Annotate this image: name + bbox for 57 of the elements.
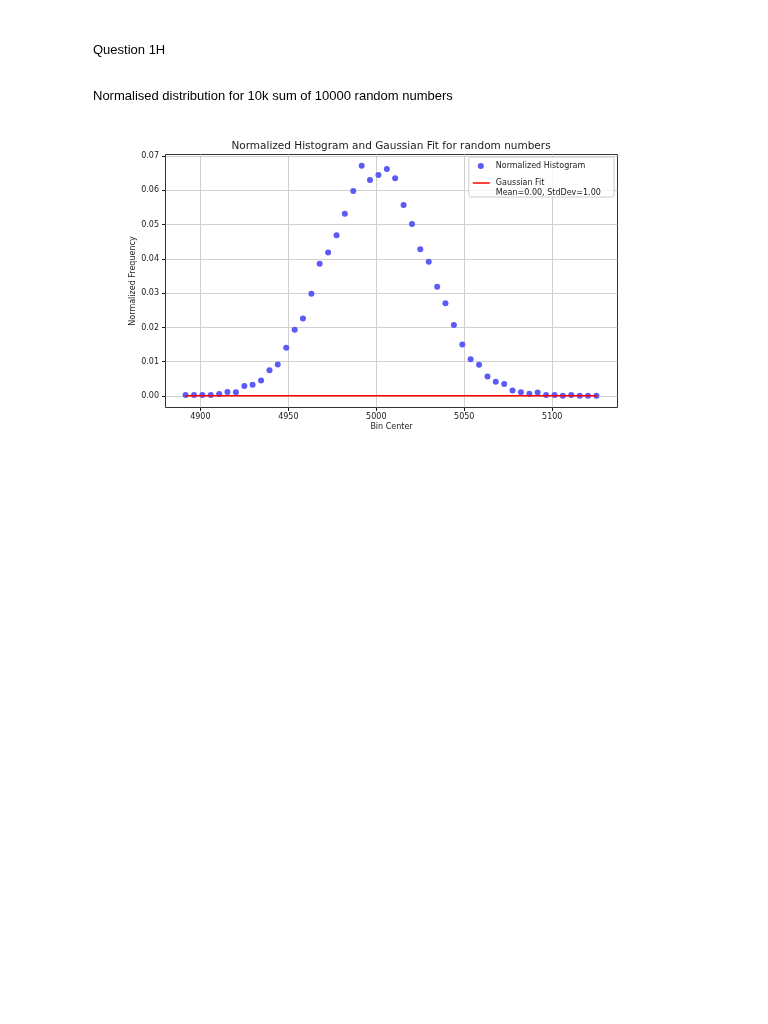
x-tick-label: 5100 — [542, 412, 563, 421]
point — [241, 383, 248, 390]
legend-label: Gaussian Fit Mean=0.00, StdDev=1.00 — [495, 178, 601, 197]
point — [283, 344, 290, 351]
point — [266, 367, 273, 374]
y-tick-label: 0.02 — [141, 322, 159, 332]
y-axis-title: Normalized Frequency — [128, 236, 138, 326]
y-tick-label: 0.05 — [141, 219, 159, 229]
point — [534, 389, 541, 396]
point — [417, 246, 424, 253]
point — [442, 300, 449, 307]
point — [400, 202, 407, 209]
chart-title: Normalized Histogram and Gaussian Fit for random numbers — [231, 139, 551, 152]
point — [224, 388, 231, 395]
point — [308, 290, 315, 297]
point — [375, 171, 382, 178]
legend-label: Normalized Histogram — [495, 161, 586, 170]
x-tick-label: 5050 — [454, 412, 475, 421]
y-tick-label: 0.01 — [141, 356, 159, 366]
y-tick-label: 0.00 — [141, 391, 159, 401]
point — [350, 188, 357, 195]
point — [232, 389, 239, 396]
y-tick-label: 0.04 — [141, 254, 159, 264]
point — [333, 232, 340, 239]
point — [325, 249, 332, 256]
point — [476, 361, 483, 368]
point — [501, 381, 508, 388]
text: Question 1H — [93, 42, 166, 57]
x-tick-label: 4950 — [278, 412, 299, 421]
x-axis-title: Bin Center — [370, 422, 414, 431]
point — [517, 389, 524, 396]
point — [459, 341, 466, 348]
x-tick-label: 5000 — [366, 412, 387, 421]
point — [392, 175, 399, 182]
point — [249, 381, 256, 388]
point — [450, 322, 457, 329]
point — [484, 373, 491, 380]
point — [291, 326, 298, 333]
x-tick-label: 4900 — [190, 412, 211, 421]
point — [492, 378, 499, 385]
point — [366, 177, 373, 184]
point — [316, 260, 323, 267]
point — [434, 283, 441, 290]
y-tick-label: 0.03 — [141, 288, 159, 298]
point — [341, 210, 348, 217]
point — [409, 220, 416, 227]
y-tick-label: 0.06 — [141, 185, 159, 195]
point — [509, 387, 516, 394]
point — [299, 315, 306, 322]
text: Normalised distribution for 10k sum of 10000 random numbers — [93, 88, 454, 103]
point — [358, 162, 365, 169]
point — [274, 361, 281, 368]
point — [425, 258, 432, 265]
point — [383, 166, 390, 173]
y-tick-label: 0.07 — [141, 151, 159, 161]
point — [258, 377, 265, 384]
point — [467, 356, 474, 363]
